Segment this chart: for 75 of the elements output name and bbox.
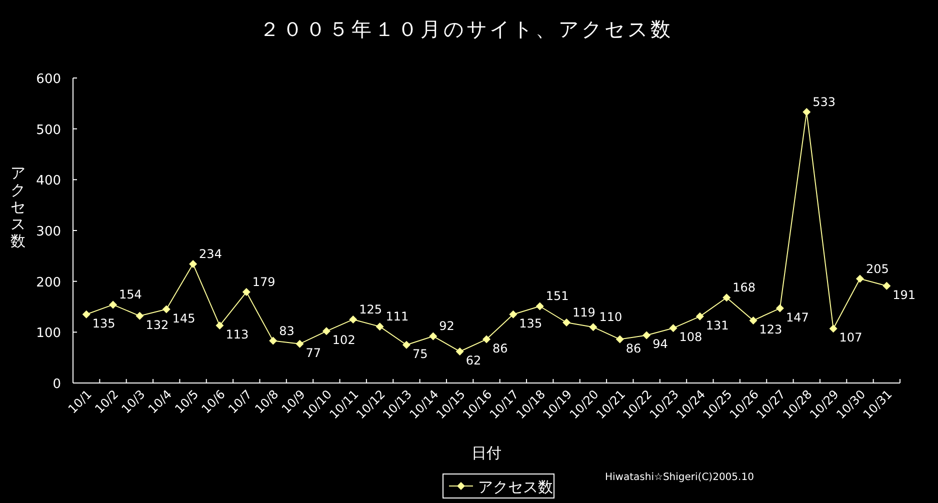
data-label: 533 [812, 95, 836, 110]
data-label: 94 [652, 337, 668, 352]
point [589, 323, 598, 332]
point [296, 340, 304, 348]
point [536, 302, 544, 310]
y-tick-label: 500 [36, 122, 61, 138]
y-tick-label: 600 [36, 72, 61, 87]
data-label: 86 [626, 341, 642, 356]
point [349, 315, 358, 324]
point [696, 312, 704, 320]
chart-title: ２００５年１０月のサイト、アクセス数 [260, 17, 674, 41]
point [109, 300, 118, 309]
point [429, 332, 438, 340]
data-label: 62 [466, 353, 482, 368]
data-label: 77 [306, 346, 322, 360]
y-tick-label: 100 [36, 326, 61, 342]
data-label: 205 [866, 262, 889, 276]
point [456, 347, 464, 356]
data-label: 83 [279, 324, 294, 338]
point [802, 108, 811, 116]
data-label: 191 [892, 288, 916, 302]
point [402, 340, 410, 349]
data-label: 131 [706, 318, 729, 332]
y-tick-label: 300 [36, 224, 61, 240]
data-label: 123 [759, 322, 782, 336]
point [776, 304, 784, 312]
text: Hiwatashi☆Shigeri(C)2005.10 [605, 472, 754, 483]
y-tick-label: 0 [52, 377, 61, 392]
point [136, 312, 144, 320]
data-label: 135 [519, 316, 542, 330]
data-label: 113 [226, 328, 249, 342]
point [749, 316, 758, 324]
point [669, 324, 678, 332]
point [216, 322, 224, 330]
point [882, 282, 891, 290]
point [482, 335, 490, 344]
data-label: 108 [679, 330, 702, 344]
data-label: 125 [359, 302, 382, 316]
x-axis-title: 日付 [472, 444, 502, 462]
data-label: 234 [199, 247, 222, 262]
data-label: 102 [332, 333, 356, 348]
point [509, 310, 518, 318]
point [242, 288, 250, 296]
point [829, 324, 838, 333]
point [189, 260, 198, 268]
data-label: 92 [439, 319, 454, 334]
point [269, 336, 278, 345]
point [856, 274, 864, 283]
y-axis-title: アクセス数 [10, 164, 26, 250]
data-label: 168 [732, 280, 756, 295]
point [162, 305, 170, 314]
point [616, 335, 624, 344]
data-label: 145 [172, 311, 196, 326]
legend: アクセス数 [442, 474, 554, 498]
data-label: 135 [92, 316, 116, 330]
point [376, 322, 384, 331]
data-label: 111 [386, 310, 409, 324]
point [562, 318, 571, 327]
y-tick-label: 400 [36, 174, 61, 189]
data-label: 132 [146, 318, 169, 332]
data-label: 154 [119, 288, 142, 302]
data-label: 179 [252, 275, 276, 290]
point [322, 327, 330, 336]
point [642, 331, 651, 340]
data-label: 86 [492, 341, 508, 356]
data-label: 151 [546, 289, 569, 304]
data-label: 110 [599, 310, 622, 324]
legend-label: アクセス数 [478, 478, 553, 496]
data-label: 75 [412, 346, 428, 361]
point [722, 294, 731, 302]
point [82, 310, 90, 318]
data-label: 119 [572, 306, 596, 320]
data-label: 147 [786, 310, 809, 324]
y-tick-label: 200 [36, 275, 61, 290]
data-label: 107 [839, 330, 862, 345]
